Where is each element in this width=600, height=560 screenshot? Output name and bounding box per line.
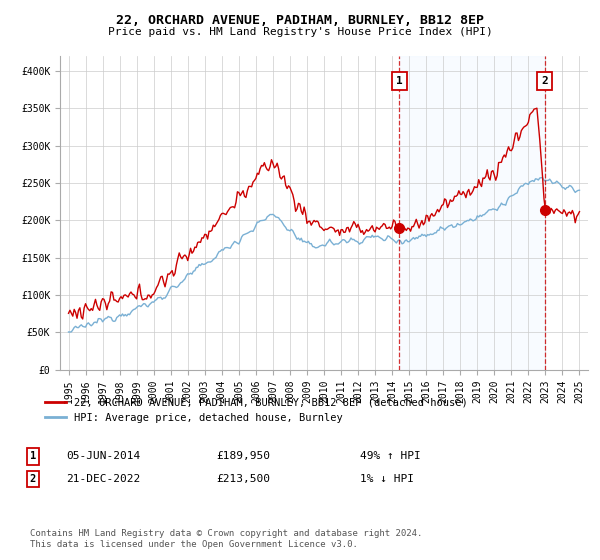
Legend: 22, ORCHARD AVENUE, PADIHAM, BURNLEY, BB12 8EP (detached house), HPI: Average pr: 22, ORCHARD AVENUE, PADIHAM, BURNLEY, BB… <box>41 394 472 427</box>
Text: Contains HM Land Registry data © Crown copyright and database right 2024.
This d: Contains HM Land Registry data © Crown c… <box>30 529 422 549</box>
Text: Price paid vs. HM Land Registry's House Price Index (HPI): Price paid vs. HM Land Registry's House … <box>107 27 493 37</box>
Text: 22, ORCHARD AVENUE, PADIHAM, BURNLEY, BB12 8EP: 22, ORCHARD AVENUE, PADIHAM, BURNLEY, BB… <box>116 14 484 27</box>
Text: 05-JUN-2014: 05-JUN-2014 <box>66 451 140 461</box>
Bar <box>399 56 545 370</box>
Text: 2: 2 <box>30 474 36 484</box>
Text: £189,950: £189,950 <box>216 451 270 461</box>
Text: 1% ↓ HPI: 1% ↓ HPI <box>360 474 414 484</box>
Text: £213,500: £213,500 <box>216 474 270 484</box>
Text: 1: 1 <box>396 76 403 86</box>
Text: 2: 2 <box>541 76 548 86</box>
Text: 1: 1 <box>30 451 36 461</box>
Text: 49% ↑ HPI: 49% ↑ HPI <box>360 451 421 461</box>
Text: 21-DEC-2022: 21-DEC-2022 <box>66 474 140 484</box>
